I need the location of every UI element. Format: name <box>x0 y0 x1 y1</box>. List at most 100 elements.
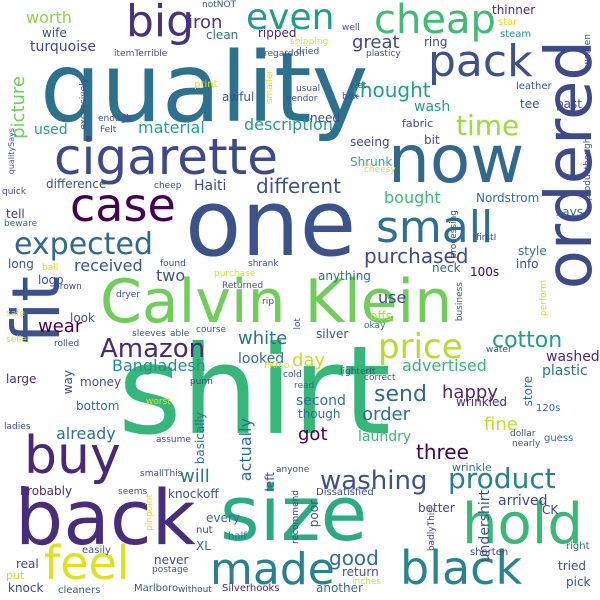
word-cigarette: cigarette <box>54 128 278 186</box>
word-description: description <box>244 115 333 134</box>
word-anyone: anyone <box>276 465 310 475</box>
word-vendor: vendor <box>286 94 318 104</box>
word-though: though <box>298 407 341 421</box>
word-even: even <box>246 0 335 38</box>
word-bought: bought <box>384 188 441 207</box>
word-pick: pick <box>566 575 591 589</box>
word-wash: wash <box>414 99 451 115</box>
word-postage: postage <box>152 565 189 575</box>
word-cotton: cotton <box>492 328 563 353</box>
word-case: case <box>70 178 176 232</box>
word-bottom: bottom <box>76 399 120 413</box>
word-tell: tell <box>6 207 25 221</box>
word-tried: tried <box>558 559 586 573</box>
word-business: business <box>455 282 465 322</box>
word-safe: safe <box>6 309 25 319</box>
word-guess: guess <box>544 433 574 444</box>
word-two: two <box>156 266 186 285</box>
word-leather: leather <box>516 81 552 92</box>
word-price: price <box>378 327 463 367</box>
word-lot: lot <box>293 318 303 330</box>
word-dissatisfied: Dissatisfied <box>316 487 374 498</box>
word-okay: okay <box>364 321 386 331</box>
word-qualitysays: qualitySays <box>7 128 16 175</box>
word-thought: thought <box>352 78 431 102</box>
word-haiti: Haiti <box>194 178 227 194</box>
word-feel: feel <box>44 536 130 590</box>
word-use: use <box>378 288 407 307</box>
word-will: will <box>180 466 210 487</box>
word-fine: fine <box>484 414 518 435</box>
word-water: water <box>486 345 512 355</box>
word-probably: Probably <box>20 484 73 498</box>
word-laundry: laundry <box>358 429 412 445</box>
word-big: big <box>126 0 195 47</box>
word-amazon: Amazon <box>100 334 206 364</box>
word-ripped: ripped <box>258 26 297 40</box>
word-received: received <box>74 256 143 275</box>
word-assume: assume <box>156 435 191 445</box>
word-need: need <box>310 111 340 125</box>
word-dryer: dryer <box>116 290 140 300</box>
word-dollar: dollar <box>510 429 536 439</box>
word-regardon: regardon <box>264 49 305 59</box>
word-day: day <box>292 350 326 371</box>
word-lighterit: lighterIt <box>340 367 376 377</box>
word-quality: quality <box>40 32 369 144</box>
word-ck: CK <box>542 503 559 517</box>
word-beware: beware <box>4 219 38 229</box>
word-punn: punn <box>190 377 213 387</box>
word-another: another <box>316 581 363 595</box>
word-enough: enough <box>98 114 132 124</box>
word-purchased: purchased <box>364 244 469 268</box>
word-sleeves: sleeves <box>132 329 166 339</box>
word-productbought: productbought <box>583 134 593 201</box>
word-cleaners: cleaners <box>58 585 101 596</box>
word-returned: Returned <box>222 281 264 291</box>
word-read: read <box>294 381 315 391</box>
word-excessively: excessively <box>79 78 89 130</box>
word-wear: wear <box>38 316 83 337</box>
word-well: well <box>342 23 360 33</box>
word-dried: dried <box>296 47 320 57</box>
word-bit: bit <box>424 133 440 147</box>
word-made: made <box>210 544 335 595</box>
word-iron: iron <box>188 12 223 33</box>
word-material: material <box>138 118 205 137</box>
word-worth: worth <box>26 8 72 27</box>
word-inches: inches <box>352 577 382 587</box>
word-cold: cold <box>283 370 302 380</box>
word-smaller: smaller <box>265 70 275 104</box>
word-large: large <box>6 372 37 386</box>
word-turquoise: turquoise <box>30 39 96 55</box>
word-worst: worst <box>146 397 171 407</box>
word-poor: poor <box>307 500 321 528</box>
word-logo: logo <box>38 273 64 287</box>
word-knockoff: knockoff <box>168 487 219 501</box>
word-course: course <box>196 325 227 335</box>
word-second: second <box>296 393 346 409</box>
word-buy: buy <box>24 426 121 486</box>
word-clean: clean <box>206 28 239 42</box>
word-better: better <box>418 501 455 515</box>
word-look: look <box>70 311 95 325</box>
word-cheep: cheep <box>154 181 182 191</box>
word-cheesy: cheesy <box>364 165 396 175</box>
word-seeing: seeing <box>350 135 390 149</box>
word-found: found <box>160 259 186 269</box>
word-quick: quick <box>2 187 27 197</box>
word-xl: XL <box>196 539 211 553</box>
word-marlboro: Marlboro <box>134 583 179 594</box>
word-shirt: shirt <box>118 320 391 462</box>
word-money: money <box>80 375 122 389</box>
word-thinner: thinner <box>492 3 536 17</box>
word-small: small <box>376 202 494 253</box>
word-nearly: nearly <box>512 439 541 449</box>
word-silver: silver <box>316 327 349 341</box>
word-black: black <box>400 541 523 595</box>
word-nut: nut <box>196 525 213 536</box>
word-processing: processing <box>449 210 459 259</box>
word-fabric: fabric <box>402 117 434 130</box>
word-ring: ring <box>424 35 448 49</box>
